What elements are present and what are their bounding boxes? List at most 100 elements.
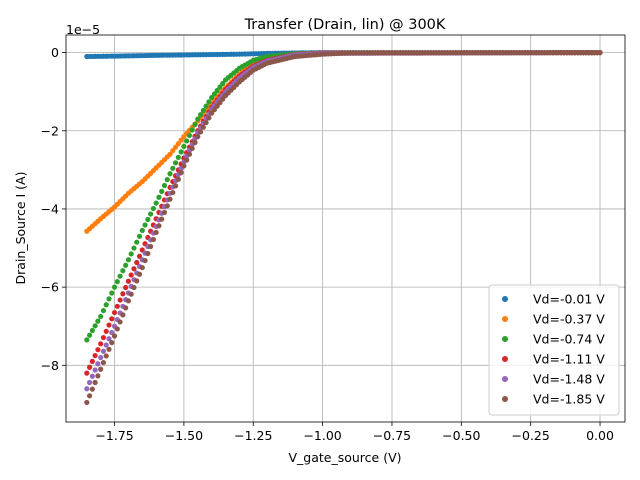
data-point: [84, 337, 90, 343]
data-point: [123, 284, 129, 291]
data-point: [131, 284, 137, 291]
data-point: [189, 145, 195, 151]
data-point: [89, 327, 95, 334]
data-point: [98, 354, 104, 361]
x-tick-label: 0.00: [586, 428, 614, 443]
legend-label: Vd=-0.37 V: [533, 312, 605, 327]
data-point: [172, 160, 179, 166]
data-point: [109, 316, 115, 322]
data-point: [175, 154, 181, 160]
data-point: [136, 271, 143, 277]
data-point: [95, 361, 101, 367]
data-point: [120, 291, 126, 297]
data-point: [156, 223, 162, 229]
data-point: [167, 151, 173, 157]
data-point: [153, 200, 159, 206]
legend: Vd=-0.01 V Vd=-0.37 V Vd=-0.74 V Vd=-1.11 V…: [488, 284, 620, 416]
data-point: [92, 379, 98, 386]
legend-label: Vd=-1.48 V: [533, 372, 605, 387]
scatter-points: [84, 49, 603, 406]
data-point: [100, 348, 107, 354]
plot-frame: [65, 34, 626, 423]
data-point: [111, 284, 118, 290]
data-point: [172, 144, 179, 150]
data-point: [181, 143, 187, 150]
data-point: [131, 245, 137, 251]
data-point: [131, 266, 137, 272]
data-point: [86, 379, 93, 386]
data-point: [167, 196, 173, 202]
legend-marker: [502, 336, 508, 342]
data-point: [86, 393, 93, 399]
data-point: [178, 137, 184, 143]
data-point: [128, 291, 134, 297]
legend-marker: [502, 376, 508, 382]
data-point: [84, 386, 90, 392]
data-point: [95, 318, 101, 324]
y-tick-label: 0: [51, 45, 59, 60]
data-point: [214, 103, 220, 109]
data-point: [92, 352, 98, 359]
series-points: [84, 49, 603, 406]
data-point: [89, 373, 95, 379]
data-point: [161, 209, 168, 216]
data-point: [103, 342, 109, 348]
data-point: [214, 87, 220, 94]
data-point: [597, 49, 603, 56]
data-point: [164, 203, 170, 209]
legend-label: Vd=-0.01 V: [533, 292, 605, 307]
y-tick-label: −4: [41, 201, 59, 216]
data-point: [134, 278, 140, 284]
x-axis-ticks: −1.75 −1.50 −1.25 −1.00 −0.75 −0.50 −0.25 0.00: [95, 422, 614, 443]
data-point: [128, 272, 134, 278]
data-point: [98, 366, 104, 372]
data-point: [217, 84, 223, 90]
data-point: [220, 96, 226, 102]
data-point: [156, 194, 162, 200]
data-point: [161, 182, 168, 189]
y-tick-label: −8: [41, 358, 59, 373]
data-point: [109, 329, 115, 336]
data-point: [92, 323, 98, 329]
data-point: [84, 370, 90, 376]
data-point: [134, 239, 140, 245]
data-point: [123, 262, 129, 268]
data-point: [125, 257, 132, 263]
data-point: [92, 367, 98, 373]
data-point: [192, 121, 198, 128]
legend-box: [488, 284, 620, 416]
data-point: [206, 115, 212, 121]
chart-title: Transfer (Drain, lin) @ 300K: [244, 17, 446, 33]
data-point: [203, 119, 209, 126]
data-point: [172, 183, 179, 189]
x-tick-label: −0.25: [512, 428, 550, 443]
data-point: [95, 347, 101, 353]
data-point: [164, 177, 170, 183]
x-tick-label: −0.75: [373, 428, 411, 443]
data-point: [103, 302, 109, 308]
data-point: [100, 359, 107, 366]
data-point: [89, 358, 95, 365]
data-point: [184, 138, 190, 144]
data-point: [117, 297, 123, 303]
data-point: [175, 141, 181, 147]
data-point: [200, 107, 206, 114]
data-point: [125, 278, 132, 284]
data-point: [197, 112, 204, 118]
data-point: [148, 211, 154, 217]
data-point: [159, 188, 165, 194]
y-tick-label: −2: [41, 123, 59, 138]
data-point: [111, 309, 118, 316]
data-point: [89, 386, 95, 392]
data-point: [98, 341, 104, 347]
data-point: [100, 334, 107, 341]
data-point: [109, 340, 115, 346]
data-point: [114, 326, 120, 332]
data-point: [217, 100, 223, 106]
data-point: [136, 233, 143, 239]
data-point: [200, 124, 206, 130]
data-point: [220, 80, 226, 87]
data-point: [195, 116, 201, 122]
data-point: [145, 216, 151, 223]
